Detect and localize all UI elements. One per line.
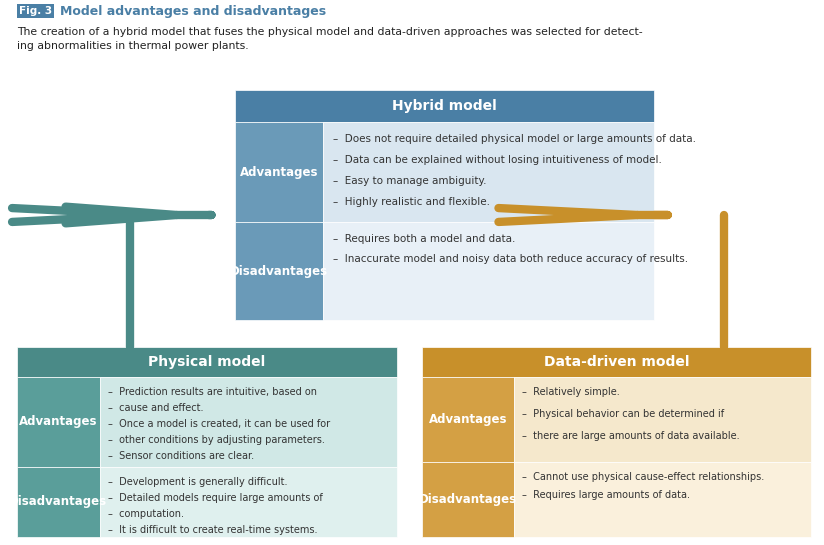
Text: –  Sensor conditions are clear.: – Sensor conditions are clear.	[108, 451, 254, 461]
Text: –  Requires large amounts of data.: – Requires large amounts of data.	[522, 490, 691, 500]
Text: –  It is difficult to create real-time systems.: – It is difficult to create real-time sy…	[108, 525, 317, 535]
Text: Data-driven model: Data-driven model	[544, 355, 690, 369]
Text: Disadvantages: Disadvantages	[9, 495, 107, 508]
Text: Advantages: Advantages	[240, 166, 318, 179]
Text: Physical model: Physical model	[148, 355, 265, 369]
FancyBboxPatch shape	[323, 122, 653, 222]
Text: –  Inaccurate model and noisy data both reduce accuracy of results.: – Inaccurate model and noisy data both r…	[333, 254, 687, 264]
Text: –  Prediction results are intuitive, based on: – Prediction results are intuitive, base…	[108, 387, 316, 397]
Text: –  Requires both a model and data.: – Requires both a model and data.	[333, 234, 515, 244]
Text: Hybrid model: Hybrid model	[392, 99, 497, 113]
Text: –  Relatively simple.: – Relatively simple.	[522, 387, 620, 397]
Text: Model advantages and disadvantages: Model advantages and disadvantages	[60, 4, 326, 17]
Text: –  Highly realistic and flexible.: – Highly realistic and flexible.	[333, 197, 489, 207]
Text: The creation of a hybrid model that fuses the physical model and data-driven app: The creation of a hybrid model that fuse…	[17, 27, 643, 51]
Text: –  there are large amounts of data available.: – there are large amounts of data availa…	[522, 431, 740, 441]
FancyBboxPatch shape	[100, 377, 396, 467]
Text: –  computation.: – computation.	[108, 509, 184, 519]
FancyBboxPatch shape	[235, 90, 653, 122]
Text: –  Physical behavior can be determined if: – Physical behavior can be determined if	[522, 409, 724, 419]
FancyBboxPatch shape	[422, 462, 514, 537]
FancyBboxPatch shape	[17, 347, 396, 377]
Text: Fig. 3: Fig. 3	[19, 6, 53, 16]
Text: Advantages: Advantages	[19, 415, 97, 428]
FancyBboxPatch shape	[323, 222, 653, 320]
FancyBboxPatch shape	[235, 222, 323, 320]
Text: –  Does not require detailed physical model or large amounts of data.: – Does not require detailed physical mod…	[333, 134, 695, 144]
FancyBboxPatch shape	[422, 347, 811, 377]
FancyBboxPatch shape	[17, 467, 100, 537]
FancyBboxPatch shape	[235, 122, 323, 222]
Text: Disadvantages: Disadvantages	[419, 493, 517, 506]
Text: –  Detailed models require large amounts of: – Detailed models require large amounts …	[108, 493, 322, 503]
FancyBboxPatch shape	[514, 377, 811, 462]
FancyBboxPatch shape	[100, 467, 396, 537]
FancyBboxPatch shape	[17, 377, 100, 467]
FancyBboxPatch shape	[17, 4, 54, 18]
Text: –  Data can be explained without losing intuitiveness of model.: – Data can be explained without losing i…	[333, 155, 662, 165]
FancyBboxPatch shape	[422, 377, 514, 462]
Text: –  Development is generally difficult.: – Development is generally difficult.	[108, 477, 288, 487]
Text: Advantages: Advantages	[428, 413, 507, 426]
Text: –  Easy to manage ambiguity.: – Easy to manage ambiguity.	[333, 176, 486, 186]
Text: Disadvantages: Disadvantages	[230, 264, 328, 277]
FancyBboxPatch shape	[514, 462, 811, 537]
Text: –  cause and effect.: – cause and effect.	[108, 403, 204, 413]
Text: –  other conditions by adjusting parameters.: – other conditions by adjusting paramete…	[108, 435, 325, 445]
Text: –  Cannot use physical cause-effect relationships.: – Cannot use physical cause-effect relat…	[522, 472, 765, 482]
Text: –  Once a model is created, it can be used for: – Once a model is created, it can be use…	[108, 419, 330, 429]
